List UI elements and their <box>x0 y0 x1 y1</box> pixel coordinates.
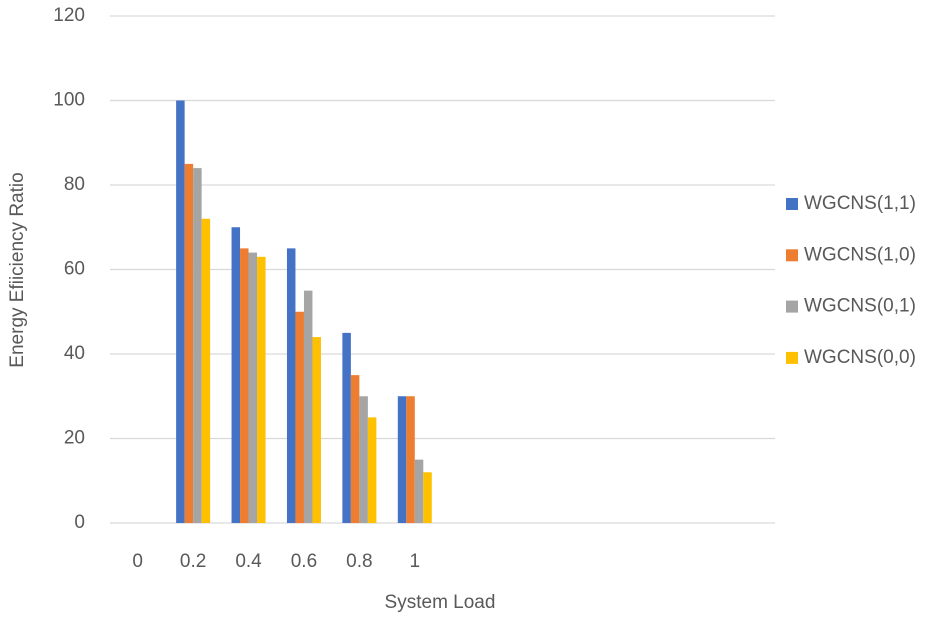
x-tick-label: 1 <box>410 551 421 572</box>
legend-label: WGCNS(1,1) <box>804 193 916 214</box>
bar <box>414 459 424 523</box>
y-tick-label: 40 <box>64 343 85 364</box>
bar <box>231 227 241 523</box>
bar <box>350 375 360 523</box>
bar <box>295 311 304 523</box>
bar <box>193 168 202 523</box>
bar <box>312 337 321 523</box>
bar <box>397 396 407 523</box>
legend-label: WGCNS(0,1) <box>804 296 916 317</box>
x-tick-label: 0.8 <box>346 551 372 572</box>
bar <box>423 472 432 523</box>
bar <box>342 332 351 523</box>
x-tick-label: 0.4 <box>235 551 262 572</box>
x-axis-title: System Load <box>385 592 496 613</box>
bar <box>359 396 368 523</box>
y-tick-label: 60 <box>64 259 85 280</box>
x-tick-label: 0 <box>132 551 143 572</box>
x-tick-label: 0.2 <box>180 551 206 572</box>
y-tick-label: 20 <box>64 428 85 449</box>
legend-swatch <box>786 249 798 262</box>
legend-label: WGCNS(1,0) <box>804 244 916 265</box>
bar <box>257 256 266 523</box>
bar <box>240 248 249 523</box>
bar <box>248 252 258 523</box>
bar <box>367 417 377 523</box>
y-tick-label: 0 <box>74 512 85 533</box>
y-tick-label: 100 <box>53 90 85 111</box>
bar <box>286 248 296 523</box>
y-axis-title: Energy Efiiciency Ratio <box>7 172 28 367</box>
legend-swatch <box>786 198 798 210</box>
bar <box>201 218 211 524</box>
y-tick-label: 120 <box>53 5 85 26</box>
bar <box>406 396 415 523</box>
y-tick-label: 80 <box>64 174 85 195</box>
bar <box>176 100 185 523</box>
bar <box>184 163 194 523</box>
legend-swatch <box>786 351 798 364</box>
legend-swatch <box>786 300 798 313</box>
legend-label: WGCNS(0,0) <box>804 347 916 368</box>
bar <box>303 290 313 523</box>
x-tick-label: 0.6 <box>291 551 317 572</box>
